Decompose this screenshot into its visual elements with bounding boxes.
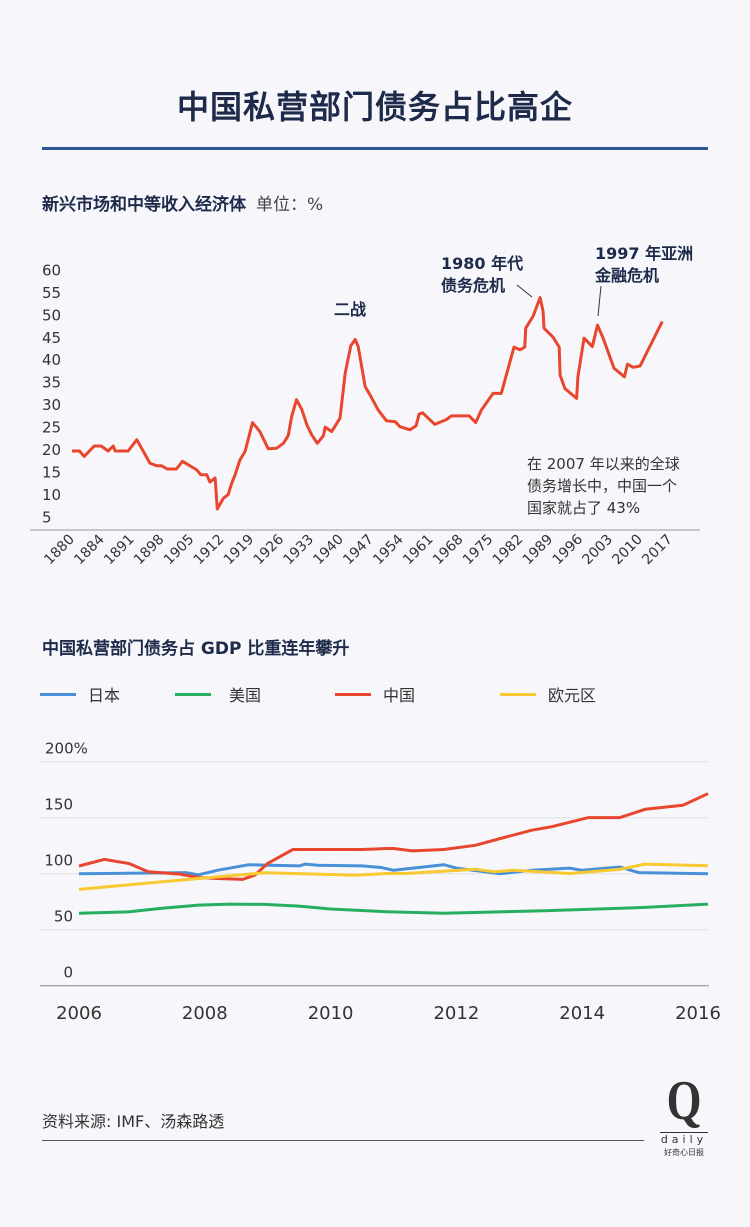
legend-swatch <box>335 692 371 696</box>
y-tick-label: 35 <box>42 374 61 392</box>
x-tick-label: 2008 <box>182 1003 228 1024</box>
legend-item-us: 美国 <box>175 682 261 706</box>
logo-mark: Q <box>666 1070 702 1132</box>
qdaily-logo: Q daily 好奇心日报 <box>660 1070 708 1158</box>
y-tick-label: 30 <box>42 396 61 414</box>
title-divider <box>42 147 708 150</box>
annotation-line: 金融危机 <box>595 266 660 285</box>
y-tick-label: 200% <box>45 740 88 758</box>
annotation-ww2: 二战 <box>334 300 367 319</box>
x-tick-label: 1982 <box>490 532 527 569</box>
annotation-line: 1980 年代 <box>441 254 524 273</box>
source-note: 资料来源: IMF、汤森路透 <box>42 1112 225 1131</box>
footer-divider <box>42 1140 644 1141</box>
legend-swatch <box>175 692 211 696</box>
y-tick-label: 0 <box>63 964 73 982</box>
chart1-unit: 单位：% <box>256 195 324 215</box>
x-tick-label: 1880 <box>41 532 78 569</box>
x-tick-label: 1996 <box>550 531 587 568</box>
y-tick-label: 40 <box>42 351 61 369</box>
legend-swatch <box>40 692 76 696</box>
x-tick-label: 1954 <box>370 531 407 568</box>
x-tick-label: 1947 <box>340 532 377 569</box>
series-line-欧元区 <box>78 862 709 891</box>
x-tick-label: 2010 <box>609 532 646 569</box>
note-line: 债务增长中，中国一个 <box>527 477 678 495</box>
legend-label: 中国 <box>383 686 416 705</box>
x-tick-label: 1968 <box>430 532 467 569</box>
x-tick-label: 2010 <box>308 1003 354 1024</box>
legend-label: 日本 <box>88 686 121 705</box>
annotation-1997-crisis: 1997 年亚洲 金融危机 <box>595 243 693 287</box>
legend-item-eurozone: 欧元区 <box>500 682 596 706</box>
y-tick-label: 25 <box>42 419 61 437</box>
annotation-leader <box>516 284 533 298</box>
legend-label: 欧元区 <box>548 686 597 705</box>
note-line: 国家就占了 43% <box>527 499 641 517</box>
annotation-leader <box>597 285 602 317</box>
page-title: 中国私营部门债务占比高企 <box>176 88 573 126</box>
x-tick-label: 1891 <box>101 532 138 569</box>
y-tick-label: 100 <box>44 852 73 870</box>
x-tick-label: 2016 <box>675 1003 721 1024</box>
y-tick-label: 60 <box>42 261 61 279</box>
x-tick-label: 1926 <box>251 531 288 568</box>
annotation-line: 1997 年亚洲 <box>595 244 694 263</box>
y-tick-label: 10 <box>42 486 61 504</box>
x-tick-label: 2012 <box>433 1003 479 1024</box>
legend-item-china: 中国 <box>335 682 415 706</box>
x-tick-label: 2006 <box>56 1003 102 1024</box>
y-tick-label: 45 <box>42 329 61 347</box>
x-tick-label: 1989 <box>520 532 557 569</box>
series-line <box>72 296 664 511</box>
logo-cn: 好奇心日报 <box>664 1148 704 1157</box>
chart1-title-text: 新兴市场和中等收入经济体 <box>42 195 246 215</box>
y-tick-label: 5 <box>42 509 52 527</box>
series-line-日本 <box>78 862 709 877</box>
x-tick-label: 1919 <box>221 532 258 569</box>
x-tick-label: 1905 <box>161 532 198 569</box>
x-tick-label: 1975 <box>460 532 497 569</box>
y-tick-label: 20 <box>42 441 61 459</box>
y-tick-label: 150 <box>44 796 73 814</box>
x-tick-label: 1940 <box>310 532 347 569</box>
x-tick-label: 1884 <box>71 531 108 568</box>
annotation-line: 债务危机 <box>441 276 506 295</box>
annotation-1980s-crisis: 1980 年代 债务危机 <box>441 253 523 297</box>
x-tick-label: 1898 <box>131 532 168 569</box>
x-tick-label: 1933 <box>281 532 318 569</box>
logo-word: daily <box>660 1132 708 1146</box>
series-line-美国 <box>78 902 709 915</box>
series-line-中国 <box>78 792 709 881</box>
y-tick-label: 15 <box>42 464 61 482</box>
chart1-note: 在 2007 年以来的全球 债务增长中，中国一个 国家就占了 43% <box>527 453 680 519</box>
chart1-title: 新兴市场和中等收入经济体 单位：% <box>42 190 323 215</box>
legend-label: 美国 <box>229 686 262 705</box>
x-tick-label: 1961 <box>400 532 437 569</box>
x-tick-label: 2014 <box>559 1003 605 1024</box>
y-tick-label: 50 <box>54 908 73 926</box>
legend-swatch <box>500 692 536 696</box>
x-tick-label: 1912 <box>191 532 228 569</box>
x-tick-label: 2017 <box>639 532 676 569</box>
legend-item-japan: 日本 <box>40 682 120 706</box>
note-line: 在 2007 年以来的全球 <box>527 455 680 473</box>
x-tick-label: 2003 <box>580 532 617 569</box>
y-tick-label: 55 <box>42 284 61 302</box>
y-tick-label: 50 <box>42 306 61 324</box>
chart2-title: 中国私营部门债务占 GDP 比重连年攀升 <box>42 639 350 659</box>
